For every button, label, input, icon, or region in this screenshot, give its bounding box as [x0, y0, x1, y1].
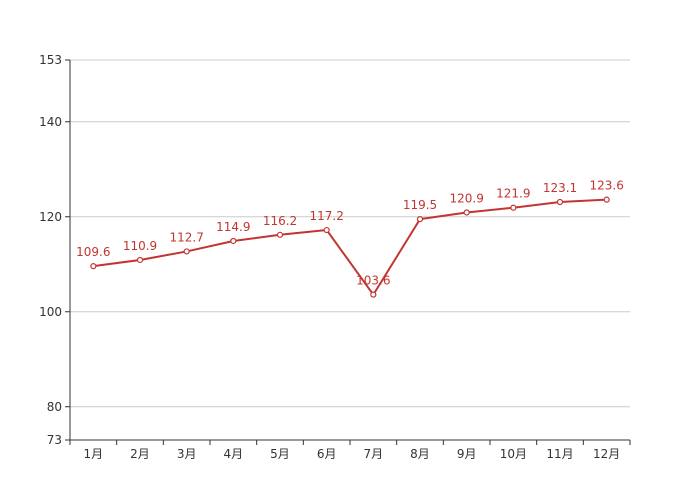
x-tick-label: 7月	[364, 447, 384, 461]
y-tick-label: 120	[39, 210, 62, 224]
data-label: 123.6	[589, 179, 623, 193]
data-label: 121.9	[496, 187, 530, 201]
data-label: 114.9	[216, 220, 250, 234]
y-tick-label: 100	[39, 305, 62, 319]
data-point	[370, 291, 377, 298]
data-label: 117.2	[309, 209, 343, 223]
y-tick-label: 140	[39, 115, 62, 129]
grid-lines	[70, 59, 630, 408]
axes: 73 80 100 120 140 153 1月 2月 3月 4月 5月 6月 7月 8月 9月 10月 11月…	[39, 53, 631, 461]
data-point	[556, 198, 564, 206]
series-line	[93, 198, 607, 296]
x-tick-label: 5月	[270, 447, 290, 461]
data-point	[230, 237, 237, 245]
data-point	[323, 226, 330, 234]
data-label: 123.1	[543, 181, 577, 195]
x-tick-label: 2月	[130, 447, 150, 461]
data-point	[603, 196, 610, 203]
y-tick-label: 73	[47, 433, 62, 447]
x-tick-label: 1月	[84, 447, 104, 461]
x-tick-label: 9月	[457, 447, 477, 461]
x-tick-label: 10月	[500, 447, 527, 461]
data-label: 119.5	[403, 198, 437, 212]
data-label: 103.6	[356, 274, 390, 288]
data-point	[136, 256, 144, 264]
series-line-group	[90, 196, 610, 298]
y-tick-label: 80	[47, 400, 62, 414]
data-point	[463, 209, 470, 216]
x-tick-label: 8月	[410, 447, 430, 461]
x-tick-label: 3月	[177, 447, 197, 461]
data-label: 116.2	[263, 214, 297, 228]
data-label: 120.9	[449, 191, 483, 205]
data-label: 110.9	[123, 239, 157, 253]
x-tick-label: 4月	[224, 447, 244, 461]
data-label: 112.7	[169, 230, 203, 244]
x-tick-label: 11月	[546, 447, 573, 461]
data-labels: 109.6 110.9 112.7 114.9 116.2 117.2 103.6 119.5…	[76, 179, 624, 288]
y-tick-label: 153	[39, 53, 62, 67]
data-point	[276, 231, 284, 238]
data-label: 109.6	[76, 245, 110, 259]
data-point	[183, 248, 190, 255]
data-point	[416, 216, 424, 223]
data-point	[90, 263, 97, 270]
x-tick-label: 12月	[593, 447, 620, 461]
data-point	[510, 204, 517, 211]
x-tick-label: 6月	[317, 447, 337, 461]
